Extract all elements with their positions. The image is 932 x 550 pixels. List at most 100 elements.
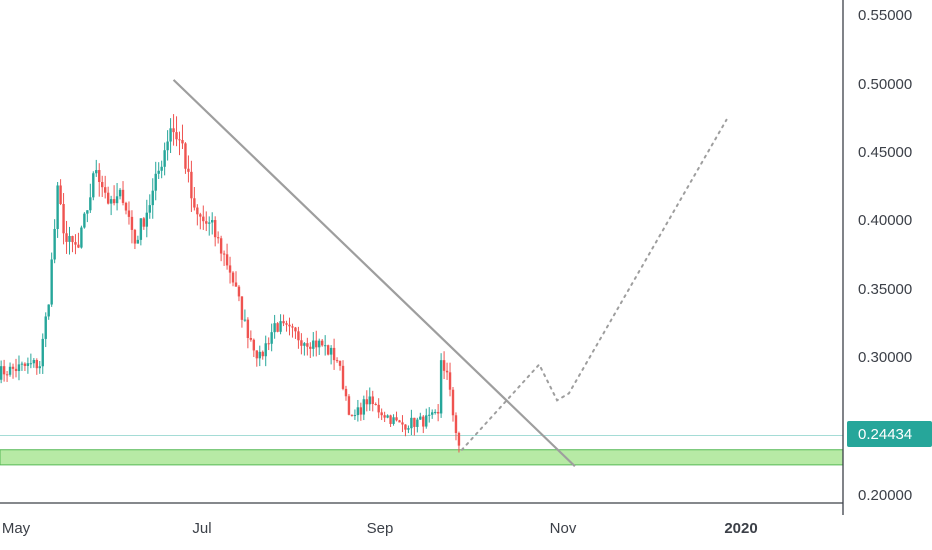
candle-body xyxy=(32,359,36,364)
candle-body xyxy=(398,420,401,423)
candle-body xyxy=(41,338,44,367)
candle-body xyxy=(151,190,154,206)
candle-body xyxy=(17,364,21,372)
candle-body xyxy=(56,185,59,229)
candle-body xyxy=(124,202,128,211)
candle-body xyxy=(160,166,163,171)
candle-body xyxy=(442,360,446,371)
candle-body xyxy=(142,218,146,227)
candle-body xyxy=(410,417,413,429)
candle-body xyxy=(273,323,276,333)
candle-body xyxy=(92,173,95,198)
candle-body xyxy=(196,207,199,215)
candle-body xyxy=(252,339,256,351)
candle-body xyxy=(300,340,303,346)
candle-body xyxy=(380,412,383,416)
candle-body xyxy=(389,415,392,424)
candle-body xyxy=(234,282,238,287)
candle-body xyxy=(312,340,315,349)
support-zone xyxy=(0,449,844,466)
x-tick-label: Sep xyxy=(367,520,394,537)
candle-body xyxy=(95,170,98,174)
candle-body xyxy=(50,259,53,305)
candle-body xyxy=(282,321,285,324)
candle-body xyxy=(264,343,267,357)
candle-body xyxy=(112,199,116,204)
candle-body xyxy=(11,366,15,369)
candle-body xyxy=(267,343,270,345)
candle-body xyxy=(255,350,258,359)
candle-body xyxy=(169,128,172,142)
candle-body xyxy=(14,368,18,372)
candle-body xyxy=(368,396,371,405)
y-tick-label: 0.20000 xyxy=(858,487,912,504)
candle-body xyxy=(219,238,223,254)
y-tick-label: 0.40000 xyxy=(858,212,912,229)
candle-body xyxy=(0,366,3,380)
candle-body xyxy=(321,340,324,346)
candle-body xyxy=(35,359,39,369)
candle-body xyxy=(77,244,80,248)
candle-body xyxy=(115,196,119,204)
candle-body xyxy=(309,346,312,349)
candle-body xyxy=(205,221,208,224)
candle-body xyxy=(106,192,110,204)
trendline xyxy=(172,79,576,468)
candle-body xyxy=(288,324,291,327)
candle-body xyxy=(344,388,348,397)
candle-body xyxy=(26,363,30,366)
candle-body xyxy=(83,213,86,228)
candle-body xyxy=(133,229,137,244)
candle-body xyxy=(121,189,125,203)
candle-body xyxy=(5,374,9,376)
candle-body xyxy=(338,360,342,366)
candle-body xyxy=(89,197,92,211)
candle-body xyxy=(353,415,357,417)
candle-body xyxy=(303,343,306,346)
candle-body xyxy=(181,140,184,144)
candle-body xyxy=(130,216,134,230)
candle-body xyxy=(172,128,175,133)
candle-body xyxy=(347,396,351,415)
candle-body xyxy=(211,220,214,223)
candle-body xyxy=(184,143,187,169)
candle-body xyxy=(374,403,377,405)
candle-body xyxy=(315,340,318,348)
candle-body xyxy=(145,212,149,227)
y-tick-label: 0.30000 xyxy=(858,349,912,366)
candle-body xyxy=(291,326,294,328)
current-price-tag-bg xyxy=(847,421,932,447)
y-tick-label: 0.35000 xyxy=(858,281,912,298)
candle-body xyxy=(451,389,455,416)
candle-body xyxy=(365,399,368,405)
projection-path xyxy=(460,118,728,451)
x-tick-label: Jul xyxy=(192,520,211,537)
candle-body xyxy=(74,242,77,245)
y-tick-label: 0.45000 xyxy=(858,144,912,161)
candle-body xyxy=(199,214,202,217)
candle-body xyxy=(47,304,50,317)
candle-body xyxy=(101,182,104,188)
candle-body xyxy=(294,327,297,332)
candle-body xyxy=(29,363,33,365)
x-tick-label: 2020 xyxy=(724,520,757,537)
candle-body xyxy=(401,422,404,425)
candle-body xyxy=(109,199,113,204)
candle-body xyxy=(416,419,419,427)
candle-body xyxy=(148,205,151,213)
candle-body xyxy=(341,365,345,389)
candle-body xyxy=(20,363,24,365)
candle-body xyxy=(276,323,279,332)
support-zone-layer xyxy=(0,449,844,466)
drawings-layer xyxy=(172,79,728,468)
candles-layer xyxy=(0,114,461,453)
candle-body xyxy=(38,366,41,369)
candle-body xyxy=(279,321,282,332)
candle-body xyxy=(246,319,250,339)
candle-body xyxy=(383,415,386,418)
candle-body xyxy=(326,345,330,355)
y-tick-label: 0.55000 xyxy=(858,7,912,24)
current-price-label: 0.24434 xyxy=(858,426,912,443)
candle-body xyxy=(213,220,217,238)
